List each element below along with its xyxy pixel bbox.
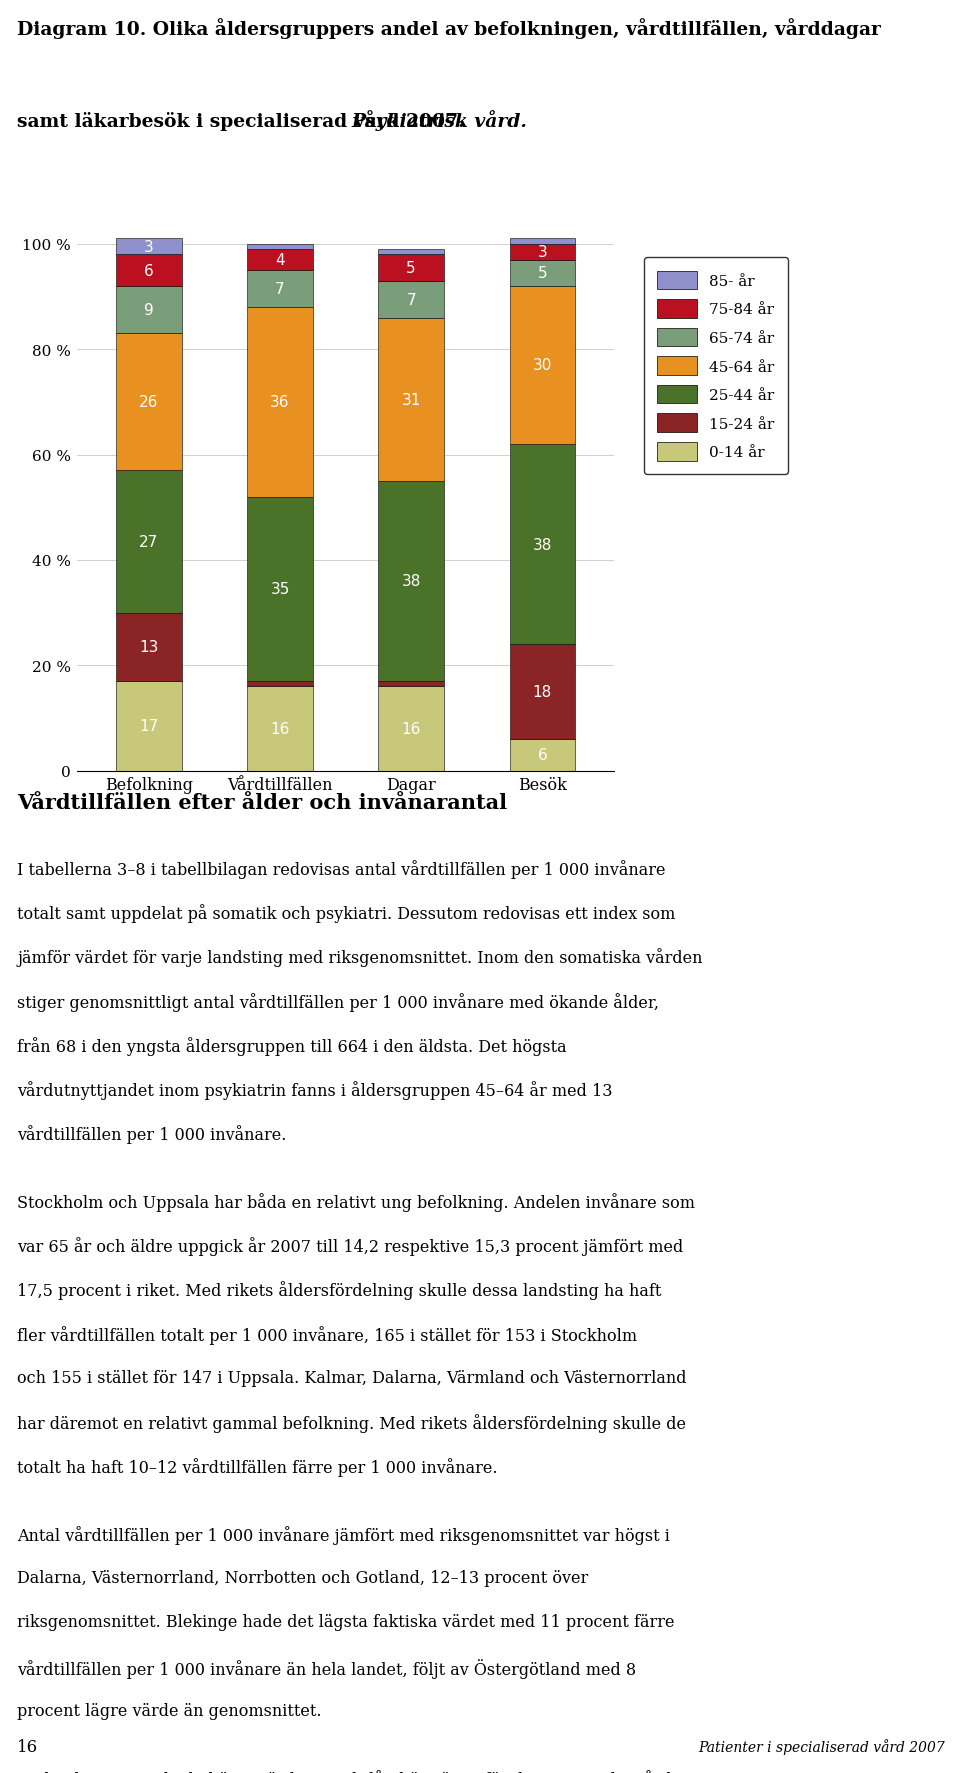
- Bar: [116, 472, 181, 613]
- Text: 38: 38: [533, 537, 552, 553]
- Text: 27: 27: [139, 535, 158, 550]
- Legend: 85- år, 75-84 år, 65-74 år, 45-64 år, 25-44 år, 15-24 år, 0-14 år: 85- år, 75-84 år, 65-74 år, 45-64 år, 25…: [643, 257, 788, 475]
- Text: 17: 17: [139, 720, 158, 734]
- Bar: [116, 287, 181, 333]
- Text: De landsting som hade högst värden totalt låg högt även för den somatiska vården: De landsting som hade högst värden total…: [17, 1769, 697, 1773]
- Text: Vårdtillfällen efter ålder och invånarantal: Vårdtillfällen efter ålder och invånaran…: [17, 793, 508, 812]
- Bar: [378, 482, 444, 683]
- Bar: [378, 319, 444, 482]
- Bar: [510, 739, 575, 771]
- Text: 5: 5: [538, 266, 547, 282]
- Text: och 155 i stället för 147 i Uppsala. Kalmar, Dalarna, Värmland och Västernorrlan: och 155 i stället för 147 i Uppsala. Kal…: [17, 1369, 686, 1386]
- Text: 36: 36: [271, 395, 290, 410]
- Bar: [248, 683, 313, 686]
- Text: 9: 9: [144, 303, 154, 317]
- Text: totalt ha haft 10–12 vårdtillfällen färre per 1 000 invånare.: totalt ha haft 10–12 vårdtillfällen färr…: [17, 1457, 498, 1477]
- Bar: [378, 686, 444, 771]
- Bar: [248, 245, 313, 250]
- Text: från 68 i den yngsta åldersgruppen till 664 i den äldsta. Det högsta: från 68 i den yngsta åldersgruppen till …: [17, 1037, 567, 1055]
- Text: samt läkarbesök i specialiserad vård 2007.: samt läkarbesök i specialiserad vård 200…: [17, 110, 471, 131]
- Text: 7: 7: [406, 293, 416, 307]
- Bar: [378, 255, 444, 282]
- Text: fler vårdtillfällen totalt per 1 000 invånare, 165 i stället för 153 i Stockholm: fler vårdtillfällen totalt per 1 000 inv…: [17, 1324, 637, 1344]
- Bar: [248, 498, 313, 683]
- Text: procent lägre värde än genomsnittet.: procent lägre värde än genomsnittet.: [17, 1702, 322, 1720]
- Text: totalt samt uppdelat på somatik och psykiatri. Dessutom redovisas ett index som: totalt samt uppdelat på somatik och psyk…: [17, 904, 676, 922]
- Text: 38: 38: [401, 574, 420, 589]
- Text: vårdtillfällen per 1 000 invånare.: vårdtillfällen per 1 000 invånare.: [17, 1124, 287, 1144]
- Text: 16: 16: [401, 722, 420, 736]
- Text: Stockholm och Uppsala har båda en relativt ung befolkning. Andelen invånare som: Stockholm och Uppsala har båda en relati…: [17, 1191, 695, 1211]
- Text: 4: 4: [276, 254, 285, 268]
- Text: 6: 6: [144, 264, 154, 278]
- Bar: [116, 255, 181, 287]
- Text: 18: 18: [533, 684, 552, 700]
- Text: 26: 26: [139, 395, 158, 410]
- Bar: [510, 261, 575, 287]
- Bar: [116, 239, 181, 255]
- Bar: [510, 239, 575, 245]
- Text: riksgenomsnittet. Blekinge hade det lägsta faktiska värdet med 11 procent färre: riksgenomsnittet. Blekinge hade det lägs…: [17, 1613, 675, 1631]
- Text: vårdutnyttjandet inom psykiatrin fanns i åldersgruppen 45–64 år med 13: vårdutnyttjandet inom psykiatrin fanns i…: [17, 1080, 612, 1099]
- Bar: [510, 645, 575, 739]
- Bar: [510, 287, 575, 445]
- Bar: [116, 613, 181, 683]
- Text: Dalarna, Västernorrland, Norrbotten och Gotland, 12–13 procent över: Dalarna, Västernorrland, Norrbotten och …: [17, 1569, 588, 1587]
- Text: Antal vårdtillfällen per 1 000 invånare jämfört med riksgenomsnittet var högst i: Antal vårdtillfällen per 1 000 invånare …: [17, 1525, 670, 1544]
- Bar: [378, 282, 444, 319]
- Text: 30: 30: [533, 358, 552, 374]
- Text: 13: 13: [139, 640, 158, 654]
- Text: vårdtillfällen per 1 000 invånare än hela landet, följt av Östergötland med 8: vårdtillfällen per 1 000 invånare än hel…: [17, 1658, 636, 1677]
- Bar: [248, 686, 313, 771]
- Text: 35: 35: [271, 582, 290, 598]
- Text: 6: 6: [538, 748, 547, 762]
- Text: Psykiatrisk vård.: Psykiatrisk vård.: [351, 110, 527, 131]
- Bar: [248, 309, 313, 498]
- Bar: [248, 271, 313, 309]
- Bar: [116, 333, 181, 472]
- Text: Patienter i specialiserad vård 2007: Patienter i specialiserad vård 2007: [698, 1739, 945, 1753]
- Bar: [510, 445, 575, 645]
- Bar: [248, 250, 313, 271]
- Bar: [378, 250, 444, 255]
- Bar: [116, 683, 181, 771]
- Text: 17,5 procent i riket. Med rikets åldersfördelning skulle dessa landsting ha haft: 17,5 procent i riket. Med rikets åldersf…: [17, 1280, 661, 1300]
- Text: 16: 16: [17, 1738, 38, 1755]
- Text: 16: 16: [271, 722, 290, 736]
- Text: 5: 5: [406, 261, 416, 277]
- Text: har däremot en relativt gammal befolkning. Med rikets åldersfördelning skulle de: har däremot en relativt gammal befolknin…: [17, 1413, 686, 1433]
- Text: I tabellerna 3–8 i tabellbilagan redovisas antal vårdtillfällen per 1 000 invåna: I tabellerna 3–8 i tabellbilagan redovis…: [17, 860, 666, 878]
- Text: 7: 7: [276, 282, 285, 296]
- Text: 31: 31: [401, 392, 420, 408]
- Bar: [378, 683, 444, 686]
- Text: stiger genomsnittligt antal vårdtillfällen per 1 000 invånare med ökande ålder,: stiger genomsnittligt antal vårdtillfäll…: [17, 993, 660, 1011]
- Text: jämför värdet för varje landsting med riksgenomsnittet. Inom den somatiska vårde: jämför värdet för varje landsting med ri…: [17, 949, 703, 966]
- Text: var 65 år och äldre uppgick år 2007 till 14,2 respektive 15,3 procent jämfört me: var 65 år och äldre uppgick år 2007 till…: [17, 1236, 684, 1255]
- Text: 3: 3: [538, 245, 547, 261]
- Bar: [510, 245, 575, 261]
- Text: Diagram 10. Olika åldersgruppers andel av befolkningen, vårdtillfällen, vårddaga: Diagram 10. Olika åldersgruppers andel a…: [17, 18, 881, 39]
- Text: 3: 3: [144, 239, 154, 255]
